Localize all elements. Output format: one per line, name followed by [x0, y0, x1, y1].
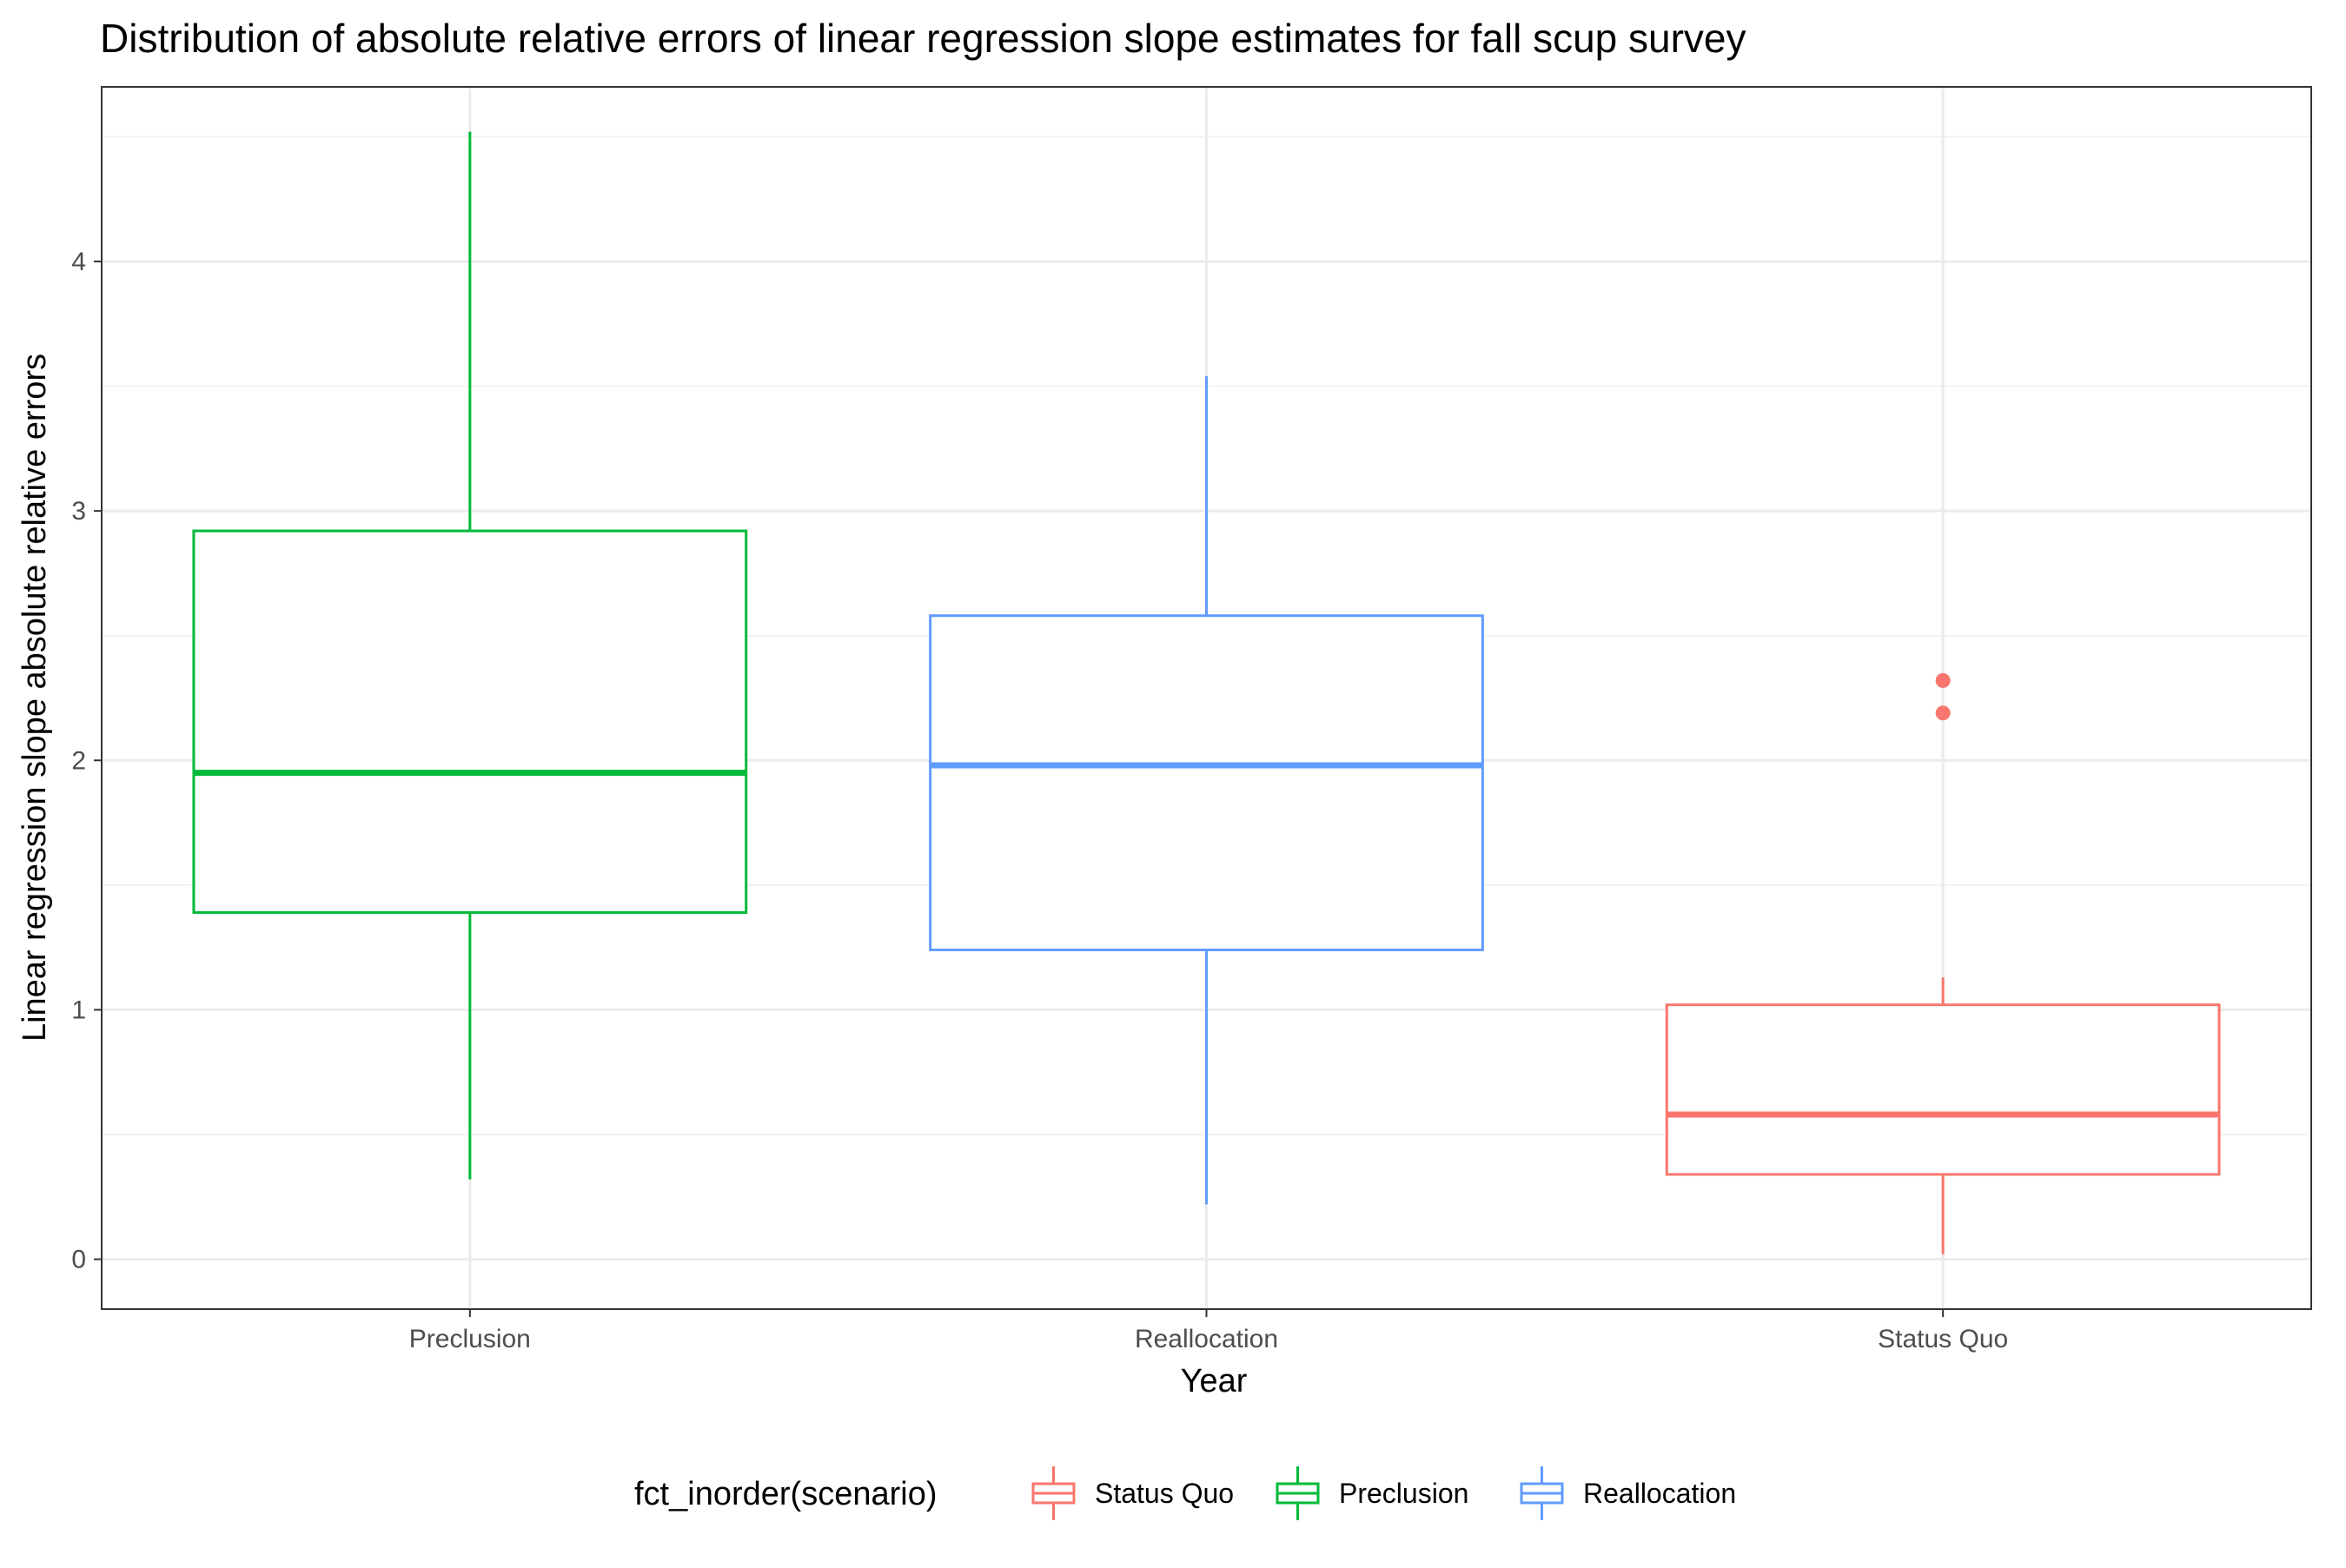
- y-tick-label: 2: [71, 746, 86, 775]
- x-axis-ticks: Preclusion Reallocation Status Quo: [409, 1309, 2008, 1353]
- x-tick-label: Preclusion: [409, 1325, 531, 1353]
- chart-title: Distribution of absolute relative errors…: [100, 16, 1746, 61]
- y-axis-title: Linear regression slope absolute relativ…: [17, 354, 53, 1042]
- outlier-point: [1935, 705, 1951, 721]
- legend-items: Status Quo Preclusion Reallocation: [1031, 1466, 1736, 1520]
- x-tick-label: Status Quo: [1878, 1325, 2008, 1353]
- box-iqr: [192, 529, 748, 914]
- legend-item-reallocation: Reallocation: [1520, 1466, 1736, 1520]
- legend-item-label: Preclusion: [1339, 1478, 1468, 1509]
- y-tick-label: 1: [71, 996, 86, 1024]
- box-iqr: [1665, 1003, 2221, 1176]
- legend-item-label: Reallocation: [1583, 1478, 1736, 1509]
- y-tick-label: 4: [71, 248, 86, 276]
- outlier-point: [1935, 672, 1951, 688]
- box-status-quo: [1665, 672, 2221, 1254]
- legend-item-label: Status Quo: [1095, 1478, 1234, 1509]
- y-tick-label: 3: [71, 497, 86, 526]
- box-preclusion: [192, 131, 748, 1180]
- box-reallocation: [929, 376, 1484, 1205]
- legend: fct_inorder(scenario) Status Quo Preclusi…: [634, 1466, 1736, 1520]
- y-tick-label: 0: [71, 1246, 86, 1274]
- x-axis-title: Year: [1181, 1363, 1248, 1399]
- legend-title: fct_inorder(scenario): [634, 1476, 937, 1512]
- box-layer: [192, 131, 2221, 1254]
- box-iqr: [929, 614, 1484, 952]
- legend-item-preclusion: Preclusion: [1276, 1466, 1468, 1520]
- y-axis-ticks: 0 1 2 3 4: [71, 248, 102, 1274]
- x-tick-label: Reallocation: [1135, 1325, 1278, 1353]
- legend-item-status-quo: Status Quo: [1031, 1466, 1234, 1520]
